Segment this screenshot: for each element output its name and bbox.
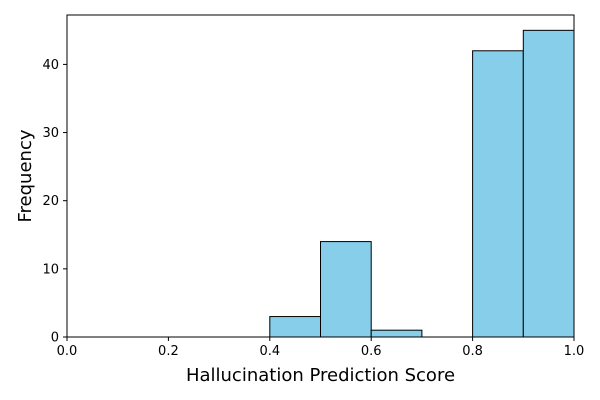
x-tick-label: 0.2	[158, 344, 179, 359]
histogram-bar	[370, 329, 423, 338]
x-axis-label: Hallucination Prediction Score	[186, 365, 455, 386]
x-tick-label: 0.8	[462, 344, 483, 359]
y-tick-label: 30	[42, 126, 59, 141]
x-tick-label: 1.0	[564, 344, 585, 359]
x-tick-label: 0.4	[259, 344, 280, 359]
y-tick-label: 0	[51, 331, 59, 346]
y-tick-label: 20	[42, 194, 59, 209]
y-axis-label: Frequency	[15, 129, 36, 222]
x-tick-label: 0.6	[361, 344, 382, 359]
x-axis-ticks: 0.0 0.2 0.4 0.6 0.8 1.0	[57, 337, 585, 359]
histogram-bar	[472, 50, 524, 338]
y-tick-label: 40	[42, 58, 59, 73]
y-tick-label: 10	[42, 262, 59, 277]
plot-frame	[66, 14, 575, 338]
histogram-bar	[320, 241, 372, 338]
x-tick-label: 0.0	[57, 344, 78, 359]
histogram-bar	[269, 316, 321, 338]
bars-group	[269, 29, 575, 338]
histogram-bar	[522, 29, 575, 338]
y-axis-ticks: 0 10 20 30 40	[42, 58, 67, 346]
